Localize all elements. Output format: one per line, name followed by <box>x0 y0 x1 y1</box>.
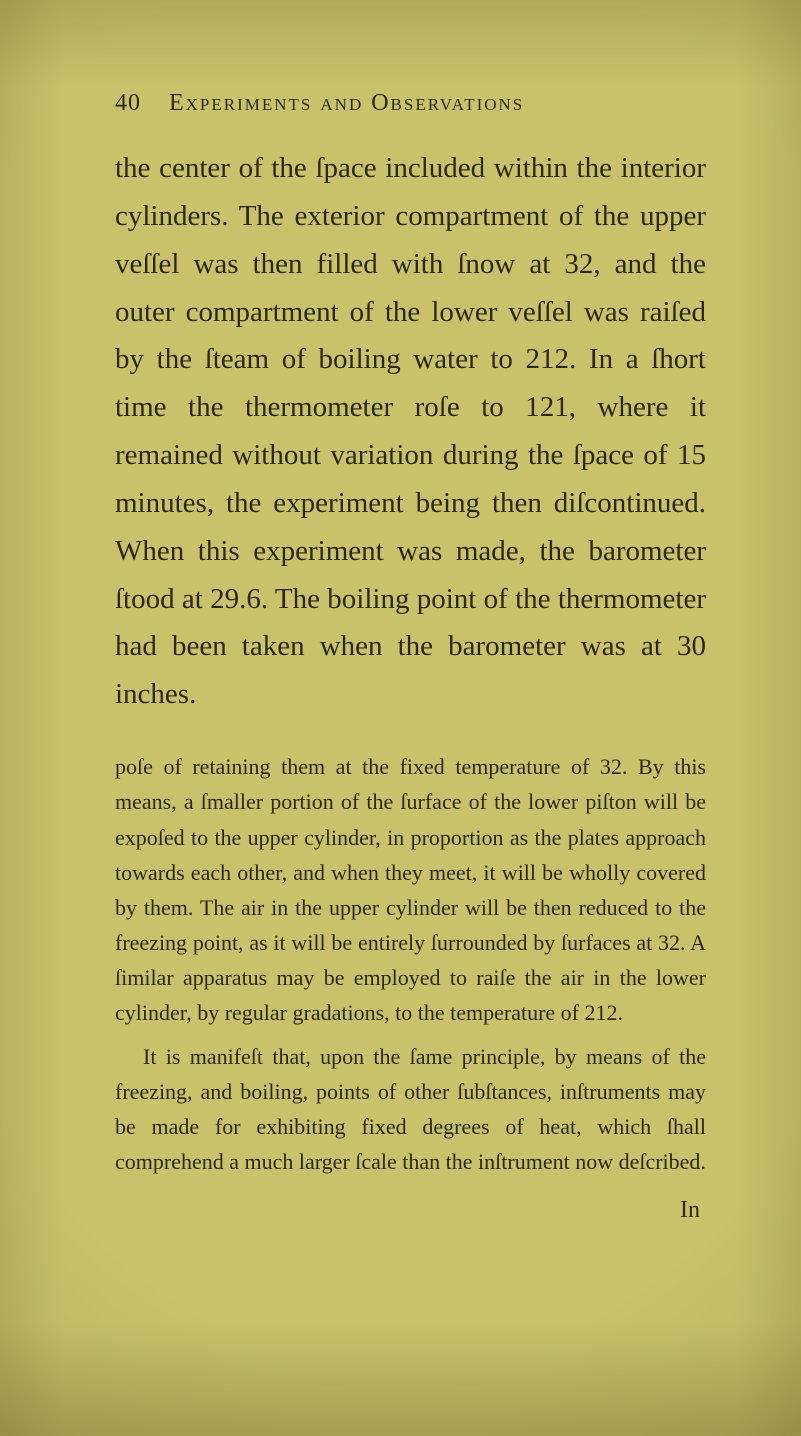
catchword: In <box>115 1197 706 1224</box>
body-paragraph: the center of the ſpace included within … <box>115 145 706 719</box>
footnote-paragraph-2: It is manifeſt that, upon the ſame princ… <box>115 1039 706 1180</box>
page-header: 40 Experiments and Observations <box>115 90 706 117</box>
running-title: Experiments and Observations <box>169 90 524 117</box>
footnote-paragraph-1: poſe of retaining them at the fixed temp… <box>115 749 706 1031</box>
text-column: 40 Experiments and Observations the cent… <box>115 90 706 1224</box>
page-number: 40 <box>115 90 141 117</box>
